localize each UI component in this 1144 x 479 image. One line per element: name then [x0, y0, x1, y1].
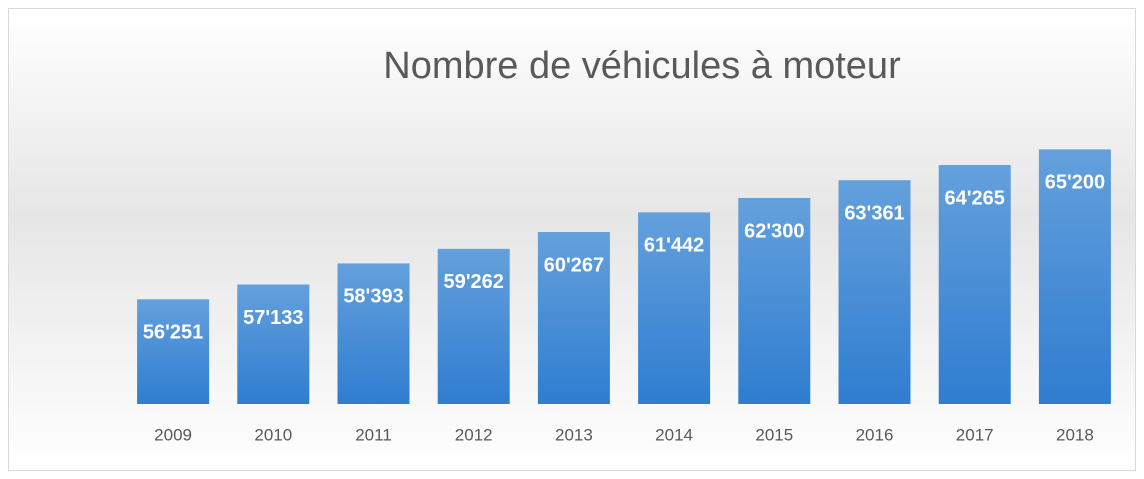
- data-label: 64'265: [945, 187, 1005, 209]
- bar: [437, 248, 510, 404]
- bar: [537, 232, 610, 404]
- x-tick-label: 2009: [154, 425, 192, 444]
- x-tick-label: 2014: [655, 425, 693, 444]
- x-tick-label: 2016: [856, 425, 894, 444]
- bar: [1038, 149, 1111, 404]
- data-label: 62'300: [744, 220, 804, 242]
- x-tick-label: 2017: [956, 425, 994, 444]
- x-tick-label: 2013: [555, 425, 593, 444]
- bar: [638, 212, 711, 404]
- data-label: 61'442: [644, 235, 704, 257]
- data-label: 58'393: [343, 286, 403, 308]
- data-label: 60'267: [544, 254, 604, 276]
- chart-title: Nombre de véhicules à moteur: [383, 45, 901, 87]
- data-label: 56'251: [143, 322, 203, 344]
- data-label: 59'262: [444, 271, 504, 293]
- bar: [337, 263, 410, 404]
- bar: [137, 299, 210, 404]
- data-label: 65'200: [1045, 172, 1105, 194]
- x-tick-label: 2011: [355, 425, 392, 444]
- data-label: 63'361: [844, 202, 904, 224]
- data-label: 57'133: [243, 307, 303, 329]
- bar: [838, 180, 911, 404]
- x-tick-label: 2015: [755, 425, 793, 444]
- x-tick-label: 2010: [254, 425, 292, 444]
- bar: [938, 165, 1011, 404]
- x-tick-label: 2012: [455, 425, 493, 444]
- bar: [738, 197, 811, 404]
- bar: [237, 284, 310, 404]
- x-tick-label: 2018: [1056, 425, 1094, 444]
